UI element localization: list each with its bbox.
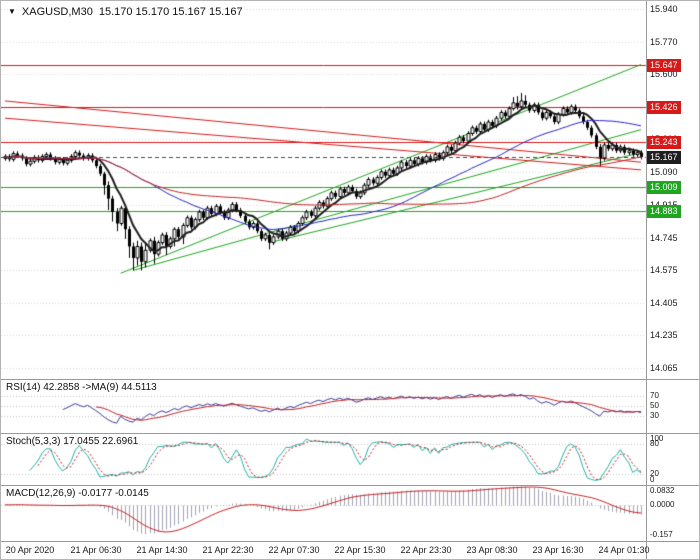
price-tick-label: 14.575 xyxy=(650,265,678,275)
macd-axis-label: 0.0832 xyxy=(650,486,675,495)
price-tick-label: 14.065 xyxy=(650,363,678,373)
price-tick-label: 15.090 xyxy=(650,167,678,177)
price-level-badge[interactable]: 15.647 xyxy=(647,59,681,72)
time-axis-separator xyxy=(1,541,699,542)
time-axis-label: 23 Apr 16:30 xyxy=(532,545,584,555)
price-axis-separator xyxy=(646,1,647,559)
time-axis[interactable]: 20 Apr 2020 21 Apr 06:30 21 Apr 14:30 21 Ap… xyxy=(1,542,650,559)
rsi-label: RSI(14) 42.2858 ->MA(9) 44.5113 xyxy=(6,382,157,393)
stoch-label: Stoch(5,3,3) 17.0455 22.6961 xyxy=(6,436,139,447)
time-axis-label: 20 Apr 2020 xyxy=(5,545,55,555)
price-tick-label: 14.745 xyxy=(650,233,678,243)
symbol-timeframe-label: XAGUSD,M30 xyxy=(21,6,93,18)
time-axis-label: 24 Apr 01:30 xyxy=(598,545,650,555)
pane-separator-stoch[interactable] xyxy=(1,433,699,434)
time-axis-label: 21 Apr 06:30 xyxy=(70,545,122,555)
pane-separator-rsi[interactable] xyxy=(1,379,699,380)
time-axis-label: 22 Apr 23:30 xyxy=(400,545,452,555)
time-axis-label: 23 Apr 08:30 xyxy=(466,545,518,555)
macd-axis-label: -0.157 xyxy=(650,530,673,539)
rsi-axis-label: 50 xyxy=(650,401,659,410)
rsi-axis-label: 70 xyxy=(650,391,659,400)
symbol-info: ▼ XAGUSD,M30 15.170 15.170 15.167 15.167 xyxy=(8,6,243,18)
price-tick-label: 15.600 xyxy=(650,69,678,79)
stoch-axis-label: 0 xyxy=(650,475,655,484)
rsi-axis-label: 30 xyxy=(650,411,659,420)
price-level-badge[interactable]: 15.009 xyxy=(647,181,681,194)
time-axis-label: 21 Apr 22:30 xyxy=(202,545,254,555)
ohlc-values: 15.170 15.170 15.167 15.167 xyxy=(98,6,243,18)
price-tick-label: 15.770 xyxy=(650,37,678,47)
price-level-badge[interactable]: 15.426 xyxy=(647,101,681,114)
price-level-badge[interactable]: 15.167 xyxy=(647,151,681,164)
time-axis-label: 21 Apr 14:30 xyxy=(136,545,188,555)
time-axis-label: 22 Apr 15:30 xyxy=(334,545,386,555)
time-axis-label: 22 Apr 07:30 xyxy=(268,545,320,555)
price-level-badge[interactable]: 15.243 xyxy=(647,136,681,149)
price-level-badge[interactable]: 14.883 xyxy=(647,205,681,218)
price-tick-label: 15.940 xyxy=(650,4,678,14)
price-axis[interactable]: 15.94015.77015.60015.43015.26015.09014.9… xyxy=(647,1,699,559)
pane-separator-macd[interactable] xyxy=(1,485,699,486)
stoch-axis-label: 100 xyxy=(650,434,664,443)
price-tick-label: 14.405 xyxy=(650,298,678,308)
macd-label: MACD(12,26,9) -0.0177 -0.0145 xyxy=(6,488,149,499)
stoch-axis-label: 20 xyxy=(650,469,659,478)
price-tick-label: 14.235 xyxy=(650,330,678,340)
symbol-menu-icon[interactable]: ▼ xyxy=(8,7,16,16)
stoch-axis-label: 80 xyxy=(650,439,659,448)
macd-axis-label: 0.0000 xyxy=(650,500,675,509)
